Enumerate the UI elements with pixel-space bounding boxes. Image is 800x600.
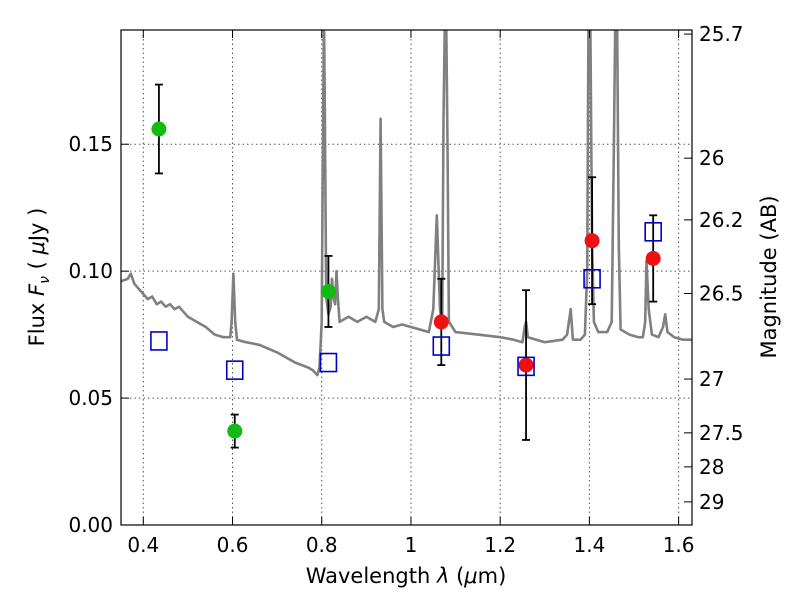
x-tick-label: 1 [405, 533, 418, 557]
plot-frame [120, 29, 693, 526]
model-point-square [225, 360, 244, 380]
y-tick-label: 0.05 [68, 386, 113, 410]
data-point-circle [151, 121, 167, 137]
data-markers-layer [150, 121, 662, 439]
right-tick-label: 26 [699, 146, 724, 170]
model-point-square [583, 268, 601, 289]
data-point-circle [320, 283, 336, 299]
y-axis-label: Flux Fν ( μJy ) [25, 208, 53, 347]
model-point-square [150, 331, 168, 351]
data-point-circle [227, 423, 243, 439]
right-axis-ticks: 25.7 26 26.2 26.5 27 27.5 28 29 [684, 22, 744, 514]
x-tick-label: 1.6 [663, 533, 695, 557]
model-point-square [644, 222, 662, 242]
model-point-square [319, 352, 338, 373]
model-spectrum-layer [121, 30, 692, 377]
x-axis-ticks: 0.4 0.6 0.8 1 1.2 1.4 1.6 [127, 30, 695, 557]
data-point-circle [584, 233, 600, 249]
y-tick-label: 0.00 [68, 513, 113, 537]
data-point-circle [433, 314, 449, 330]
x-axis-label: Wavelength λ (μm) [306, 564, 507, 588]
right-tick-label: 28 [699, 455, 724, 479]
y-axis-ticks: 0.00 0.05 0.10 0.15 [68, 132, 129, 537]
x-tick-label: 0.6 [217, 533, 249, 557]
right-tick-label: 27 [699, 367, 724, 391]
y-tick-label: 0.10 [68, 259, 113, 283]
model-spectrum-line [121, 30, 692, 377]
x-tick-label: 0.4 [127, 533, 159, 557]
right-axis-label: Magnitude (AB) [757, 195, 781, 358]
model-point-square [517, 356, 535, 377]
right-tick-label: 29 [699, 490, 724, 514]
x-tick-label: 1.4 [573, 533, 605, 557]
x-tick-label: 0.8 [306, 533, 338, 557]
data-point-circle [518, 357, 534, 373]
model-point-square [432, 336, 451, 356]
right-tick-label: 26.2 [699, 208, 744, 232]
right-tick-label: 26.5 [699, 281, 744, 305]
x-tick-label: 1.2 [484, 533, 516, 557]
right-tick-label: 25.7 [699, 22, 744, 46]
y-tick-label: 0.15 [68, 132, 113, 156]
plot-background [121, 30, 692, 525]
data-point-circle [645, 250, 661, 266]
right-tick-label: 27.5 [699, 421, 744, 445]
